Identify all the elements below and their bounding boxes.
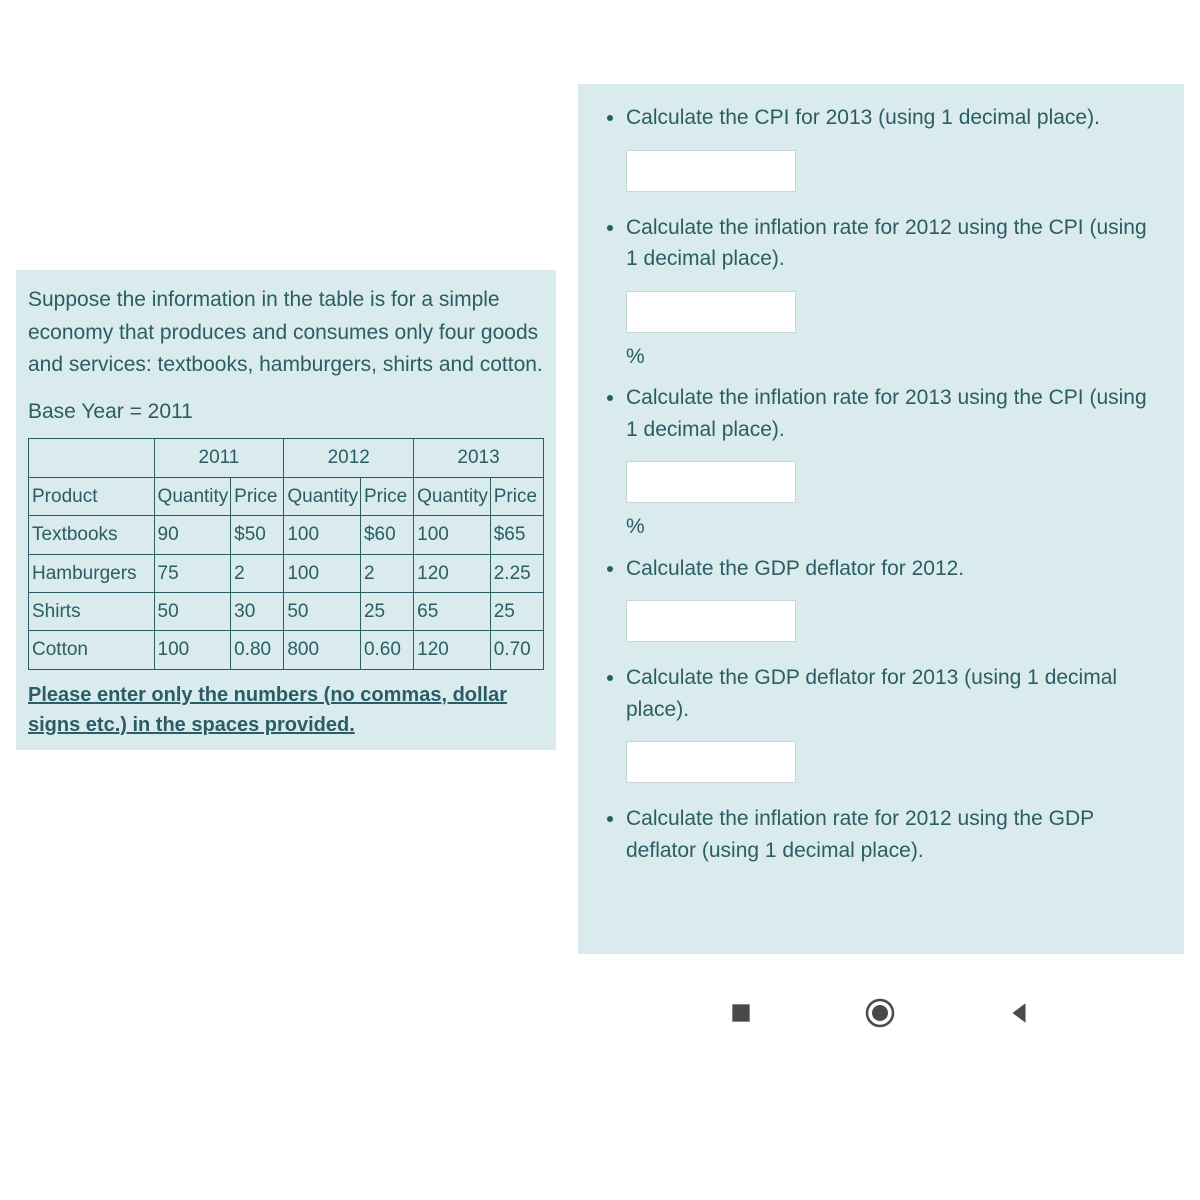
cell: 100 xyxy=(284,516,361,554)
cell: 0.60 xyxy=(360,631,413,669)
table-row: Cotton 100 0.80 800 0.60 120 0.70 xyxy=(29,631,544,669)
cell: 120 xyxy=(414,631,491,669)
home-icon[interactable] xyxy=(864,997,896,1034)
year-header: 2011 xyxy=(154,439,284,477)
answer-input-cpi-2013[interactable] xyxy=(626,150,796,192)
cell: $60 xyxy=(360,516,413,554)
question-text: Calculate the GDP deflator for 2012. xyxy=(626,553,1162,585)
table-col-header-row: Product Quantity Price Quantity Price Qu… xyxy=(29,477,544,515)
input-instructions: Please enter only the numbers (no commas… xyxy=(28,680,544,740)
cell: 0.80 xyxy=(231,631,284,669)
cell: 50 xyxy=(154,592,231,630)
cell: 50 xyxy=(284,592,361,630)
table-year-row: 2011 2012 2013 xyxy=(29,439,544,477)
cell: 30 xyxy=(231,592,284,630)
year-header: 2013 xyxy=(414,439,544,477)
col-header: Quantity xyxy=(284,477,361,515)
table-row: Hamburgers 75 2 100 2 120 2.25 xyxy=(29,554,544,592)
question-text: Calculate the inflation rate for 2012 us… xyxy=(626,803,1162,866)
cell-product: Textbooks xyxy=(29,516,155,554)
answer-input-inflation-2012-cpi[interactable] xyxy=(626,291,796,333)
cell: 800 xyxy=(284,631,361,669)
data-table: 2011 2012 2013 Product Quantity Price Qu… xyxy=(28,438,544,670)
question-item: Calculate the CPI for 2013 (using 1 deci… xyxy=(626,102,1162,206)
cell-product: Hamburgers xyxy=(29,554,155,592)
cell: 100 xyxy=(284,554,361,592)
question-item: Calculate the inflation rate for 2013 us… xyxy=(626,382,1162,543)
problem-panel: Suppose the information in the table is … xyxy=(16,270,556,750)
cell: 2 xyxy=(360,554,413,592)
cell: 75 xyxy=(154,554,231,592)
cell: 100 xyxy=(414,516,491,554)
col-header: Price xyxy=(490,477,543,515)
android-nav-bar xyxy=(570,980,1190,1050)
cell-product: Shirts xyxy=(29,592,155,630)
cell: 120 xyxy=(414,554,491,592)
cell-product: Cotton xyxy=(29,631,155,669)
cell: 25 xyxy=(490,592,543,630)
base-year-label: Base Year = 2011 xyxy=(28,396,544,429)
questions-panel: Calculate the CPI for 2013 (using 1 deci… xyxy=(578,84,1184,954)
question-item: Calculate the GDP deflator for 2013 (usi… xyxy=(626,662,1162,797)
cell: 100 xyxy=(154,631,231,669)
answer-input-inflation-2013-cpi[interactable] xyxy=(626,461,796,503)
problem-intro: Suppose the information in the table is … xyxy=(28,284,544,382)
question-item: Calculate the GDP deflator for 2012. xyxy=(626,553,1162,657)
cell: 2.25 xyxy=(490,554,543,592)
year-header: 2012 xyxy=(284,439,414,477)
cell: 2 xyxy=(231,554,284,592)
col-header: Price xyxy=(360,477,413,515)
table-row: Shirts 50 30 50 25 65 25 xyxy=(29,592,544,630)
cell: 0.70 xyxy=(490,631,543,669)
answer-input-gdp-deflator-2012[interactable] xyxy=(626,600,796,642)
question-text: Calculate the inflation rate for 2013 us… xyxy=(626,382,1162,445)
col-header: Price xyxy=(231,477,284,515)
question-item: Calculate the inflation rate for 2012 us… xyxy=(626,212,1162,373)
cell: 90 xyxy=(154,516,231,554)
percent-suffix: % xyxy=(626,511,1162,543)
col-header: Quantity xyxy=(154,477,231,515)
cell: 25 xyxy=(360,592,413,630)
percent-suffix: % xyxy=(626,341,1162,373)
question-text: Calculate the CPI for 2013 (using 1 deci… xyxy=(626,102,1162,134)
question-text: Calculate the GDP deflator for 2013 (usi… xyxy=(626,662,1162,725)
cell: $50 xyxy=(231,516,284,554)
cell: $65 xyxy=(490,516,543,554)
col-header: Product xyxy=(29,477,155,515)
answer-input-gdp-deflator-2013[interactable] xyxy=(626,741,796,783)
back-icon[interactable] xyxy=(1006,1000,1032,1031)
recent-apps-icon[interactable] xyxy=(728,1000,754,1031)
col-header: Quantity xyxy=(414,477,491,515)
question-text: Calculate the inflation rate for 2012 us… xyxy=(626,212,1162,275)
question-item: Calculate the inflation rate for 2012 us… xyxy=(626,803,1162,866)
table-row: Textbooks 90 $50 100 $60 100 $65 xyxy=(29,516,544,554)
cell: 65 xyxy=(414,592,491,630)
